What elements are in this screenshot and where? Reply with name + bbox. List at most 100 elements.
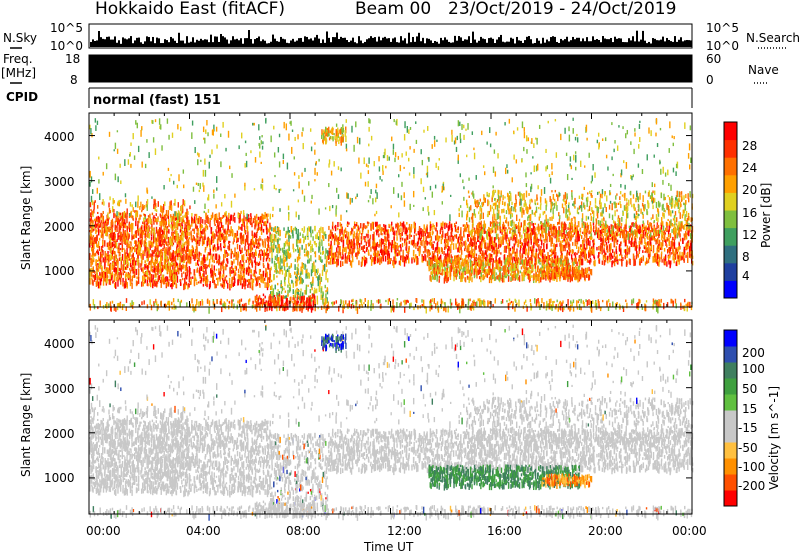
noise-bar (160, 43, 162, 47)
power-cell (421, 232, 422, 236)
noise-bar (690, 40, 692, 47)
noise-bar (560, 39, 562, 47)
noise-bar (610, 38, 612, 47)
power-cell (424, 224, 425, 229)
noise-bar (410, 42, 412, 47)
power-cell (167, 276, 168, 282)
power-cell (218, 221, 219, 225)
power-cell (241, 248, 242, 253)
power-cell (165, 251, 166, 255)
power-cell (247, 280, 248, 282)
power-cell (493, 247, 494, 250)
noise-bar (604, 38, 606, 47)
power-cell (156, 247, 157, 251)
power-cell (112, 266, 113, 270)
power-cell (628, 248, 629, 255)
power-cell (144, 241, 145, 246)
power-cell (337, 251, 338, 258)
noise-bar (172, 38, 174, 47)
power-cell (237, 251, 238, 254)
power-cell (550, 227, 551, 232)
power-cell (619, 254, 620, 256)
power-cell (200, 217, 201, 223)
power-cell (646, 261, 647, 264)
power-cell (228, 213, 229, 219)
power-cell (664, 256, 665, 258)
noise-bar (128, 38, 130, 47)
power-cell (378, 244, 379, 248)
power-cell (316, 269, 317, 273)
noise-bar (384, 37, 386, 47)
noise-bar (562, 40, 564, 47)
power-cell (97, 260, 98, 262)
power-cell (212, 235, 213, 238)
power-cell (213, 247, 214, 250)
power-cell (463, 224, 464, 226)
power-cell (109, 256, 110, 260)
power-cell (199, 266, 200, 270)
noise-bar (646, 43, 648, 47)
power-cell (182, 216, 183, 221)
power-cell (264, 221, 265, 226)
noise-bar (308, 39, 310, 47)
power-cell (99, 272, 100, 276)
noise-bar (470, 43, 472, 47)
date-range: 23/Oct/2019 - 24/Oct/2019 (448, 0, 676, 19)
power-cell (240, 232, 241, 238)
power-cell (285, 257, 286, 262)
noise-bar (140, 42, 142, 47)
power-cell (186, 240, 187, 245)
power-cell (666, 261, 667, 266)
power-cell (182, 242, 183, 248)
noise-bar (166, 40, 168, 47)
power-cell (237, 238, 238, 242)
noise-bar (334, 37, 336, 47)
noise-bar (238, 40, 240, 47)
noise-bar (654, 39, 656, 47)
power-cell (282, 270, 283, 275)
power-cell (259, 276, 260, 280)
power-cell (445, 243, 446, 245)
power-cell (266, 216, 267, 221)
power-cell (243, 265, 244, 268)
power-cell (126, 208, 127, 214)
noise-bar (506, 42, 508, 47)
power-cell (269, 228, 270, 233)
power-cell (649, 254, 650, 259)
power-cell (639, 241, 640, 244)
power-cell (158, 275, 159, 281)
noise-bar (556, 42, 558, 47)
power-cell (231, 284, 232, 288)
power-cell (310, 226, 311, 233)
nave-tick-0: 0 (706, 73, 714, 87)
power-cell (173, 259, 174, 261)
noise-bar (440, 38, 442, 47)
power-cell (183, 220, 184, 223)
noise-bar (118, 40, 120, 47)
noise-bar (678, 40, 680, 47)
power-cell (374, 242, 375, 246)
power-cell (263, 263, 264, 267)
power-cell (570, 238, 571, 241)
power-cell (214, 244, 215, 247)
power-cell (639, 247, 640, 251)
power-cell (279, 238, 280, 240)
power-cell (200, 280, 201, 283)
power-cell (185, 265, 186, 271)
power-cell (325, 290, 326, 292)
power-cell (566, 253, 567, 259)
power-cell (148, 241, 149, 247)
power-cell (158, 239, 159, 244)
noise-bar (316, 35, 318, 47)
power-cell (126, 272, 127, 274)
power-cell (674, 242, 675, 249)
power-cell (560, 247, 561, 251)
power-cell (566, 238, 567, 240)
power-cell (274, 270, 275, 272)
power-cell (273, 227, 274, 232)
noise-bar (402, 40, 404, 47)
power-cell (293, 248, 294, 252)
power-cell (234, 270, 235, 274)
power-cell (446, 239, 447, 243)
power-cell (482, 236, 483, 240)
